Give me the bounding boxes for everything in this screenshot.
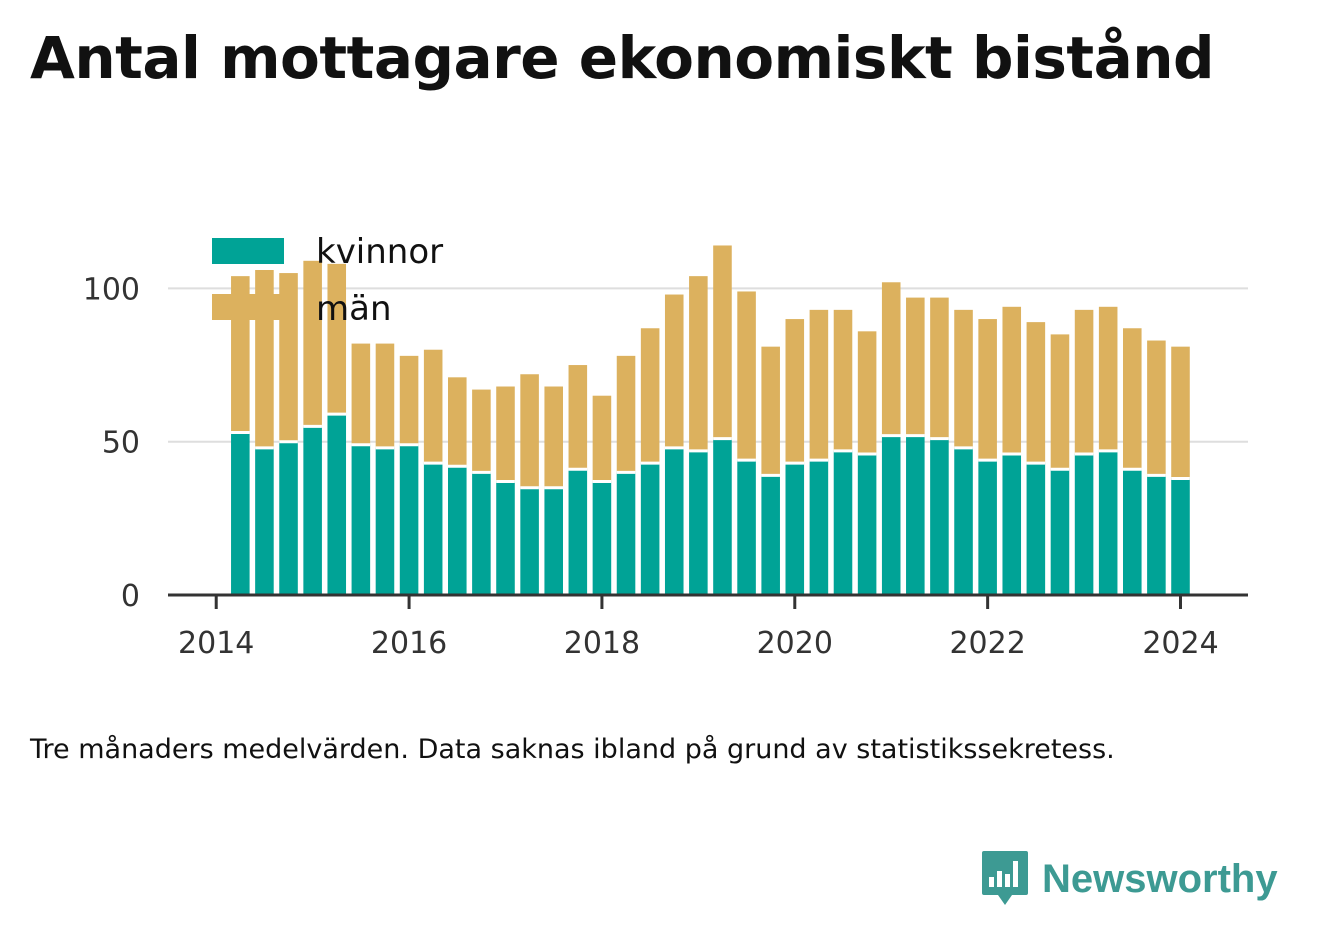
bar-kvinnor-9 — [448, 466, 467, 595]
bar-man-17 — [640, 328, 660, 464]
bar-kvinnor-19 — [689, 450, 708, 595]
bar-man-16 — [616, 355, 636, 473]
bar-man-10 — [472, 389, 491, 473]
bar-man-8 — [423, 349, 443, 464]
bar-kvinnor-34 — [1050, 469, 1070, 595]
bar-kvinnor-7 — [399, 444, 419, 595]
bar-man-26 — [857, 331, 877, 454]
bar-kvinnor-38 — [1147, 475, 1166, 595]
bar-man-4 — [327, 263, 347, 415]
x-tick-label-2024: 2024 — [1142, 626, 1218, 661]
bar-man-35 — [1074, 309, 1094, 454]
x-tick-label-2022: 2022 — [949, 626, 1025, 661]
x-tick-label-2018: 2018 — [564, 626, 640, 661]
bar-man-28 — [906, 297, 925, 436]
bar-kvinnor-15 — [592, 481, 612, 595]
bar-man-9 — [448, 377, 467, 467]
bar-kvinnor-39 — [1171, 478, 1190, 595]
legend-label-kvinnor: kvinnor — [316, 232, 443, 272]
bar-kvinnor-33 — [1026, 463, 1046, 595]
bar-man-25 — [833, 309, 853, 451]
bar-man-27 — [881, 282, 901, 436]
bar-kvinnor-22 — [761, 475, 780, 595]
bar-man-3 — [303, 260, 322, 427]
y-tick-label-100: 100 — [83, 272, 140, 307]
bar-man-39 — [1171, 346, 1190, 479]
bar-kvinnor-2 — [279, 441, 298, 595]
bar-kvinnor-36 — [1098, 450, 1118, 595]
bar-kvinnor-18 — [664, 447, 684, 595]
bar-man-38 — [1147, 340, 1166, 476]
bar-kvinnor-11 — [496, 481, 515, 595]
legend-swatch-kvinnor — [212, 238, 284, 264]
footnote: Tre månaders medelvärden. Data saknas ib… — [30, 734, 1115, 765]
bar-kvinnor-4 — [327, 414, 347, 595]
bar-man-30 — [954, 309, 973, 448]
bar-man-13 — [544, 386, 563, 488]
bar-kvinnor-1 — [255, 447, 274, 595]
bar-man-20 — [713, 245, 732, 439]
bar-man-12 — [520, 374, 539, 488]
bar-kvinnor-28 — [906, 435, 925, 595]
bar-kvinnor-0 — [231, 432, 250, 595]
x-tick-label-2014: 2014 — [178, 626, 254, 661]
bar-man-11 — [496, 386, 515, 482]
bar-man-29 — [930, 297, 949, 439]
bar-kvinnor-37 — [1123, 469, 1142, 595]
bar-kvinnor-10 — [472, 472, 491, 595]
bar-man-31 — [978, 319, 997, 461]
chart-title: Antal mottagare ekonomiskt bistånd — [30, 24, 1215, 92]
bar-man-19 — [689, 276, 708, 451]
bar-kvinnor-26 — [857, 453, 877, 595]
bar-kvinnor-31 — [978, 460, 997, 595]
bar-kvinnor-23 — [785, 463, 805, 595]
bar-kvinnor-17 — [640, 463, 660, 595]
bar-man-33 — [1026, 322, 1046, 464]
bar-kvinnor-20 — [713, 438, 732, 595]
legend-label-man: män — [316, 289, 392, 329]
bar-kvinnor-5 — [351, 444, 371, 595]
bar-man-6 — [375, 343, 395, 448]
bar-man-36 — [1098, 306, 1118, 451]
axes: 0 50 100 2014 2016 2018 2020 2022 2024 — [83, 272, 1248, 661]
bar-man-22 — [761, 346, 780, 476]
legend: kvinnor män — [212, 232, 443, 329]
y-tick-label-50: 50 — [102, 426, 140, 461]
bar-man-5 — [351, 343, 371, 445]
bar-kvinnor-24 — [809, 460, 829, 595]
bar-man-21 — [737, 291, 756, 461]
bar-man-24 — [809, 309, 829, 461]
bar-kvinnor-14 — [568, 469, 588, 595]
bar-kvinnor-30 — [954, 447, 973, 595]
brand-logo[interactable]: Newsworthy — [980, 848, 1278, 910]
bar-kvinnor-6 — [375, 447, 395, 595]
bar-man-34 — [1050, 334, 1070, 470]
bar-kvinnor-13 — [544, 487, 563, 595]
bar-kvinnor-35 — [1074, 453, 1094, 595]
bar-kvinnor-8 — [423, 463, 443, 595]
bar-man-23 — [785, 319, 805, 464]
bar-kvinnor-29 — [930, 438, 949, 595]
bar-man-15 — [592, 395, 612, 482]
stacked-bar-chart: 0 50 100 2014 2016 2018 2020 2022 2024 kvinnor m… — [83, 232, 1248, 661]
bar-kvinnor-12 — [520, 487, 539, 595]
brand-name: Newsworthy — [1042, 856, 1278, 901]
x-tick-label-2020: 2020 — [757, 626, 833, 661]
x-tick-label-2016: 2016 — [371, 626, 447, 661]
bar-kvinnor-16 — [616, 472, 636, 595]
legend-swatch-man — [212, 294, 284, 320]
bar-kvinnor-21 — [737, 460, 756, 595]
bar-kvinnor-25 — [833, 450, 853, 595]
bar-chart-speech-bubble-icon — [982, 851, 1028, 905]
bar-man-32 — [1002, 306, 1022, 454]
bar-man-37 — [1123, 328, 1142, 470]
bar-kvinnor-32 — [1002, 453, 1022, 595]
bars — [231, 245, 1190, 595]
bar-kvinnor-27 — [881, 435, 901, 595]
bar-man-7 — [399, 355, 419, 445]
bar-man-18 — [664, 294, 684, 448]
bar-man-14 — [568, 365, 588, 470]
bar-kvinnor-3 — [303, 426, 322, 595]
y-tick-label-0: 0 — [121, 579, 140, 614]
